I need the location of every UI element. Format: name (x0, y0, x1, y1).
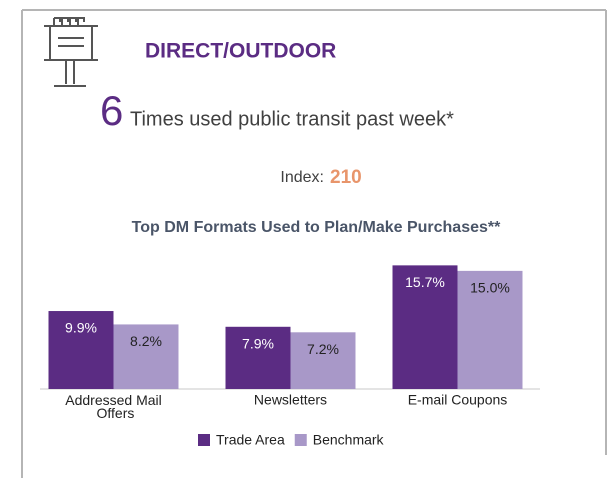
x-tick-label: E-mail Coupons (408, 392, 508, 408)
icon-lights (53, 17, 85, 26)
stat-number: 6 (100, 87, 123, 134)
data-label: 8.2% (130, 333, 162, 349)
bar (48, 311, 114, 389)
bar (113, 324, 179, 389)
legend-swatch (198, 434, 210, 446)
bar (457, 270, 523, 389)
legend-swatch (294, 434, 307, 446)
chart-title: Top DM Formats Used to Plan/Make Purchas… (132, 219, 501, 236)
index-value: 210 (330, 167, 362, 188)
label-line: Addressed Mail (65, 392, 162, 408)
section-title: DIRECT/OUTDOOR (145, 40, 336, 63)
billboard-icon (44, 17, 98, 87)
bar (225, 326, 291, 389)
index-label: Index: (280, 169, 324, 186)
data-label: 7.2% (307, 341, 339, 357)
data-label: 15.0% (470, 280, 510, 296)
frame (21, 9, 607, 478)
bar (392, 265, 458, 389)
stat-text: Times used public transit past week* (130, 108, 454, 130)
label-line: Offers (93, 405, 135, 421)
x-tick-label: Addressed Mail Offers (65, 392, 162, 421)
bar (290, 332, 356, 389)
data-label: 9.9% (65, 320, 97, 336)
legend-label: Benchmark (313, 432, 385, 448)
legend-label: Trade Area (216, 432, 285, 448)
x-tick-label: Newsletters (254, 392, 327, 408)
icon-board (49, 25, 93, 61)
data-label: 7.9% (242, 335, 274, 351)
data-label: 15.7% (405, 274, 445, 290)
